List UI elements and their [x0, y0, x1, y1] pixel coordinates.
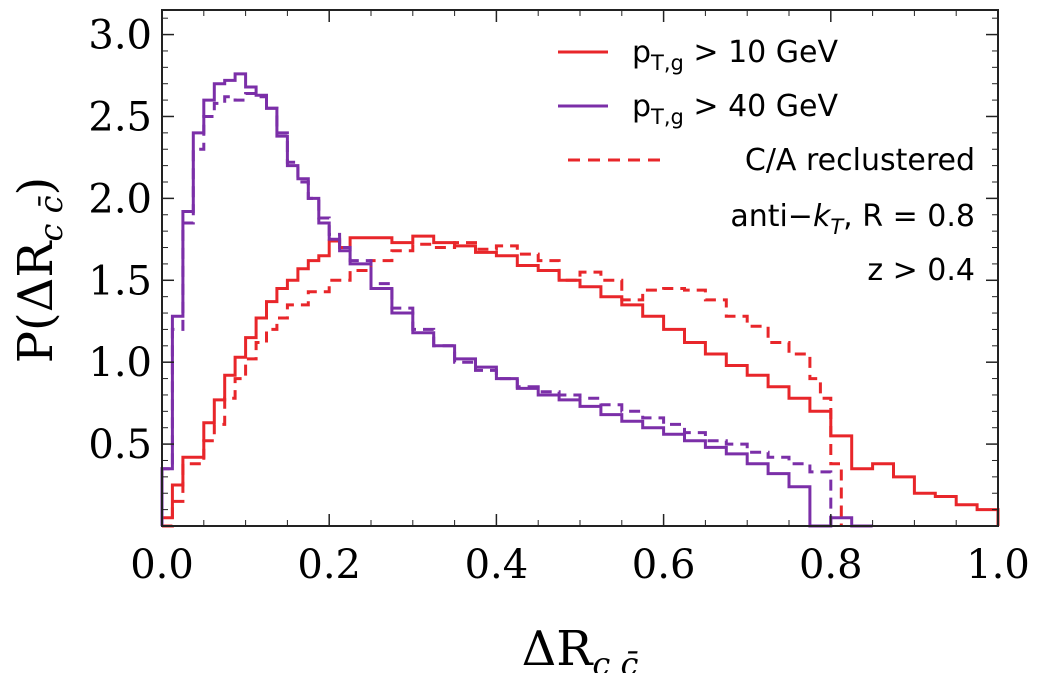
y-tick-label: 1.5 — [88, 258, 152, 304]
y-tick-label: 2.0 — [88, 176, 152, 222]
series-line-2 — [160, 72, 873, 528]
series-line-3 — [162, 241, 843, 528]
y-tick-label: 3.0 — [88, 13, 152, 59]
y-tick-label: 2.5 — [88, 94, 152, 140]
x-tick-label: 0.2 — [297, 542, 361, 588]
legend-annotation-1: anti−kT, R = 0.8 — [730, 199, 975, 239]
y-tick-label: 0.5 — [88, 422, 152, 468]
legend: pT,g > 10 GeV pT,g > 40 GeV C/A reclustere… — [558, 35, 975, 288]
legend-annotation-2: z > 0.4 — [867, 253, 975, 288]
x-tick-label: 1.0 — [966, 542, 1030, 588]
x-tick-label: 0.6 — [632, 542, 696, 588]
series-layer — [160, 72, 1000, 528]
legend-label-1: pT,g > 10 GeV — [632, 35, 839, 75]
y-axis-title: P(ΔRc c̄) — [8, 177, 70, 364]
series-line-4 — [160, 92, 833, 526]
x-tick-label: 0.0 — [130, 542, 194, 588]
x-axis-title: ΔRc c̄ — [522, 621, 639, 673]
legend-label-3: C/A reclustered — [745, 143, 975, 178]
x-tick-label: 0.4 — [465, 542, 529, 588]
legend-label-2: pT,g > 40 GeV — [632, 89, 839, 129]
ticks-layer: 0.0 0.2 0.4 0.6 0.8 1.0 0.5 1.0 1.5 2.0 2.5 3.0 — [88, 10, 1030, 588]
y-tick-label: 1.0 — [88, 340, 152, 386]
x-tick-label: 0.8 — [799, 542, 863, 588]
